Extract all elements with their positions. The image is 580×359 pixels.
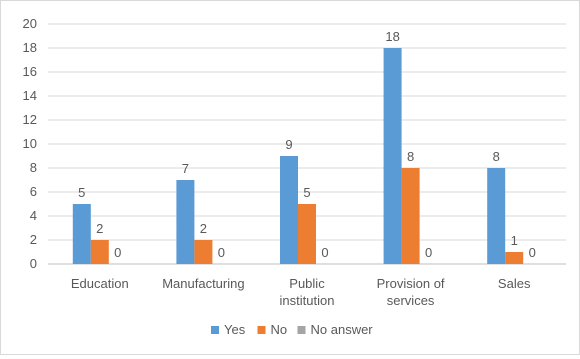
- y-tick-label: 4: [30, 208, 37, 223]
- data-label-yes-sales: 8: [493, 149, 500, 164]
- bar-yes-sales: [487, 168, 506, 264]
- x-tick-label: Sales: [498, 276, 531, 291]
- legend-swatch-no-answer: [297, 326, 306, 334]
- data-label-no-sales: 1: [511, 233, 518, 248]
- bar-yes-public-institution: [280, 156, 298, 264]
- y-tick-label: 8: [30, 160, 37, 175]
- data-label-no-answer-manufacturing: 0: [218, 245, 225, 260]
- data-label-yes-education: 5: [78, 185, 85, 200]
- x-tick-label: Education: [71, 276, 129, 291]
- y-tick-label: 18: [23, 40, 37, 55]
- bar-no-manufacturing: [194, 240, 213, 264]
- legend-label-no: No: [271, 322, 288, 337]
- y-tick-label: 10: [23, 136, 37, 151]
- data-label-yes-manufacturing: 7: [182, 161, 189, 176]
- legend-label-no-answer: No answer: [311, 322, 374, 337]
- y-tick-label: 0: [30, 256, 37, 271]
- data-label-no-manufacturing: 2: [200, 221, 207, 236]
- bar-yes-education: [72, 204, 91, 264]
- x-axis-category-labels: Education Manufacturing Public institution P…: [71, 276, 531, 308]
- data-label-no-provision-of-services: 8: [407, 149, 414, 164]
- data-label-no-answer-education: 0: [114, 245, 121, 260]
- y-tick-label: 6: [30, 184, 37, 199]
- y-tick-label: 20: [23, 16, 37, 31]
- x-tick-label: Provision of services: [377, 276, 445, 308]
- data-label-no-answer-provision-of-services: 0: [425, 245, 432, 260]
- bar-no-public-institution: [298, 204, 316, 264]
- data-label-no-answer-public-institution: 0: [321, 245, 328, 260]
- data-label-no-public-institution: 5: [303, 185, 310, 200]
- bar-no-provision-of-services: [401, 168, 420, 264]
- y-tick-label: 16: [23, 64, 37, 79]
- gridlines: [48, 23, 566, 265]
- bar-no-education: [90, 240, 109, 264]
- y-tick-label: 2: [30, 232, 37, 247]
- data-label-no-answer-sales: 0: [529, 245, 536, 260]
- x-tick-label: Manufacturing: [162, 276, 244, 291]
- data-label-yes-provision-of-services: 18: [385, 29, 399, 44]
- bar-yes-manufacturing: [176, 180, 195, 264]
- data-label-no-education: 2: [96, 221, 103, 236]
- data-label-yes-public-institution: 9: [285, 137, 292, 152]
- y-axis-tick-labels: 0 2 4 6 8 10 12 14 16 18 20: [23, 16, 37, 271]
- bars: [72, 48, 524, 264]
- bar-yes-provision-of-services: [383, 48, 402, 264]
- legend-swatch-no: [257, 326, 266, 334]
- x-tick-label: Public institution: [280, 276, 335, 308]
- legend-label-yes: Yes: [224, 322, 246, 337]
- legend-swatch-yes: [211, 326, 219, 334]
- y-tick-label: 14: [23, 88, 37, 103]
- bar-no-sales: [505, 252, 524, 264]
- y-tick-label: 12: [23, 112, 37, 127]
- legend: Yes No No answer: [211, 322, 373, 337]
